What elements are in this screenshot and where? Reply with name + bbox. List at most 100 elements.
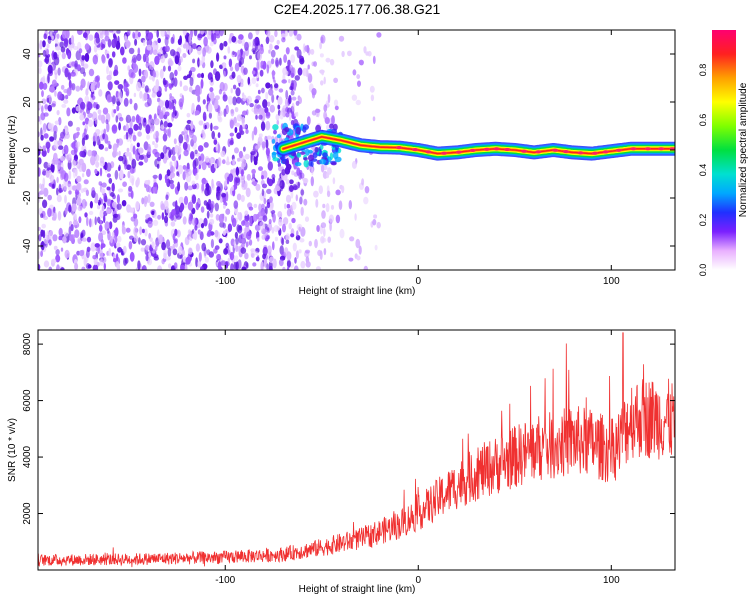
spectrogram-noise-cell	[237, 157, 241, 162]
spectrogram-noise-cell	[270, 49, 276, 58]
spectrogram-noise-cell	[125, 123, 129, 132]
spectrogram-noise-cell	[64, 194, 67, 204]
spectrogram-noise-cell	[174, 144, 179, 154]
spectrogram-noise-cell	[49, 30, 53, 38]
spectrogram-noise-cell	[87, 119, 94, 127]
spectrogram-noise-cell	[248, 215, 253, 225]
spectrogram-noise-cell	[68, 204, 72, 213]
spectrogram-noise-cell	[231, 217, 237, 228]
spectrogram-noise-cell	[86, 168, 91, 178]
spectrogram-noise-cell	[284, 166, 291, 175]
spectrogram-noise-cell	[275, 113, 280, 121]
spectrogram-noise-cell	[101, 43, 106, 49]
spectrogram-noise-cell	[135, 125, 141, 130]
spectrogram-noise-cell	[148, 252, 152, 258]
spectrogram-noise-cell	[53, 152, 58, 161]
spectrogram-noise-cell	[320, 80, 324, 86]
spectrogram-noise-cell	[71, 185, 78, 191]
spectrogram-noise-cell	[218, 238, 223, 244]
spectrogram-noise-cell	[56, 110, 60, 116]
spectrogram-noise-cell	[93, 45, 98, 53]
spectrogram-noise-cell	[60, 131, 65, 139]
spectrogram-noise-cell	[206, 249, 211, 256]
spectrogram-noise-cell	[241, 50, 246, 60]
spectrogram-noise-cell	[97, 114, 103, 121]
spectrogram-noise-cell	[255, 114, 258, 120]
spectrogram-noise-cell	[208, 30, 212, 36]
spectrogram-x-tick-label: -100	[215, 276, 235, 287]
spectrogram-noise-cell	[187, 168, 192, 177]
spectrogram-noise-cell	[214, 202, 219, 212]
spectrogram-noise-cell	[75, 168, 78, 177]
spectrogram-noise-cell	[162, 133, 168, 142]
spectrogram-noise-cell	[125, 114, 132, 124]
spectrogram-noise-cell	[281, 169, 286, 176]
spectrogram-noise-cell	[95, 117, 98, 125]
spectrogram-noise-cell	[215, 214, 220, 221]
spectrogram-noise-cell	[53, 245, 58, 251]
spectrogram-noise-cell	[266, 64, 270, 74]
spectrogram-noise-cell	[149, 124, 155, 132]
spectrogram-noise-cell	[111, 95, 116, 105]
spectrogram-noise-cell	[143, 92, 148, 101]
spectrogram-noise-cell	[165, 99, 170, 109]
spectrogram-peak-cell	[577, 151, 584, 155]
spectrogram-noise-cell	[135, 201, 140, 211]
spectrogram-noise-cell	[268, 88, 274, 97]
spectrogram-noise-cell	[94, 75, 100, 83]
spectrogram-noise-cell	[241, 179, 244, 184]
spectrogram-noise-cell	[157, 37, 161, 44]
spectrogram-noise-cell	[183, 195, 189, 206]
spectrogram-noise-cell	[306, 116, 311, 126]
spectrogram-noise-cell	[164, 111, 170, 117]
spectrogram-noise-cell	[291, 112, 295, 119]
spectrogram-noise-cell	[168, 263, 172, 269]
spectrogram-noise-cell	[332, 151, 339, 159]
spectrogram-noise-cell	[235, 237, 239, 245]
snr-y-tick-label: 2000	[22, 502, 33, 525]
spectrogram-noise-cell	[42, 229, 46, 239]
spectrogram-noise-cell	[191, 194, 197, 204]
spectrogram-noise-cell	[238, 34, 244, 41]
spectrogram-peak-cell	[483, 147, 490, 151]
spectrogram-noise-cell	[244, 252, 249, 260]
spectrogram-noise-cell	[249, 239, 253, 246]
spectrogram-noise-cell	[310, 176, 314, 187]
spectrogram-noise-cell	[94, 168, 98, 175]
spectrogram-noise-cell	[191, 105, 194, 114]
spectrogram-noise-cell	[167, 122, 173, 128]
spectrogram-noise-cell	[304, 216, 310, 222]
spectrogram-noise-cell	[164, 36, 169, 46]
spectrogram-noise-cell	[44, 104, 48, 110]
spectrogram-noise-cell	[367, 50, 372, 57]
spectrogram-noise-cell	[265, 147, 270, 157]
spectrogram-noise-cell	[81, 137, 85, 146]
spectrogram-noise-cell	[38, 251, 41, 260]
spectrogram-peak-cell	[615, 148, 622, 152]
spectrogram-noise-cell	[172, 201, 177, 207]
spectrogram-noise-cell	[147, 97, 152, 107]
spectrogram-noise-cell	[42, 40, 46, 48]
spectrogram-noise-cell	[95, 36, 101, 44]
spectrogram-noise-cell	[101, 182, 107, 188]
spectrogram-noise-cell	[238, 150, 243, 159]
spectrogram-noise-cell	[57, 91, 63, 101]
spectrogram-noise-cell	[132, 145, 136, 155]
spectrogram-noise-cell	[209, 87, 214, 93]
spectrogram-noise-cell	[111, 182, 115, 192]
spectrogram-noise-cell	[116, 138, 120, 144]
spectrogram-noise-cell	[258, 107, 264, 116]
spectrogram-noise-cell	[352, 69, 357, 76]
spectrogram-noise-cell	[210, 60, 214, 69]
spectrogram-noise-cell	[133, 102, 138, 111]
spectrogram-noise-cell	[262, 215, 268, 222]
spectrogram-noise-cell	[222, 94, 228, 102]
spectrogram-noise-cell	[242, 110, 248, 116]
spectrogram-peak-cell	[493, 147, 500, 151]
spectrogram-noise-cell	[271, 70, 276, 76]
spectrogram-noise-cell	[231, 71, 236, 79]
spectrogram-noise-cell	[148, 114, 152, 120]
spectrogram-noise-cell	[101, 188, 106, 194]
spectrogram-noise-cell	[213, 37, 217, 45]
